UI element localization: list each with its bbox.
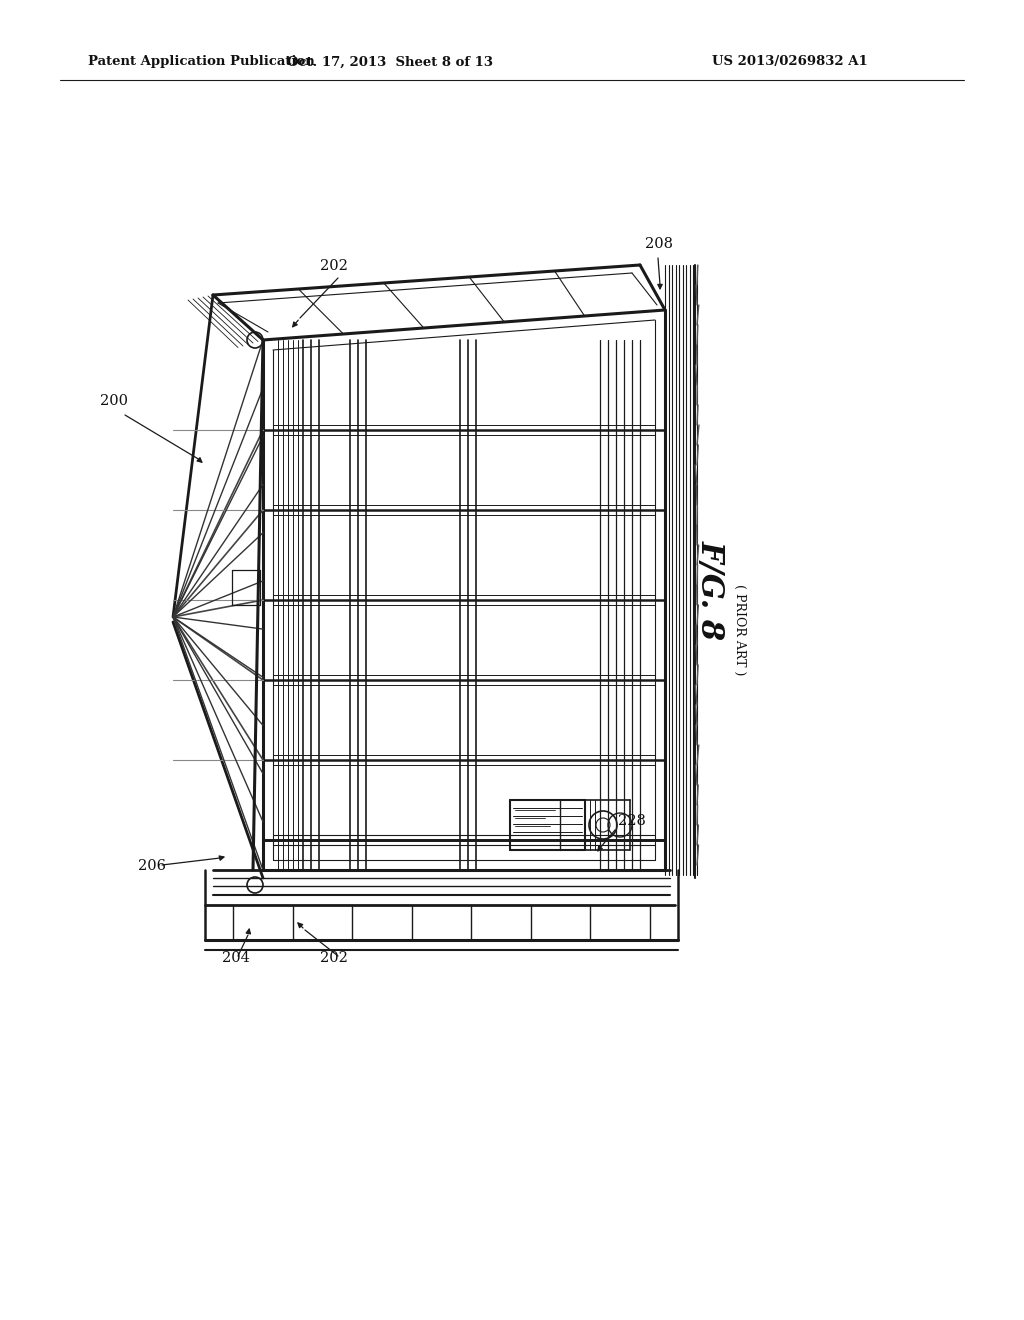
Text: 204: 204: [222, 950, 250, 965]
Text: Patent Application Publication: Patent Application Publication: [88, 55, 314, 69]
Text: 228: 228: [618, 814, 646, 828]
Text: 200: 200: [100, 393, 128, 408]
Text: 202: 202: [319, 950, 348, 965]
Text: 206: 206: [138, 859, 166, 873]
Text: Oct. 17, 2013  Sheet 8 of 13: Oct. 17, 2013 Sheet 8 of 13: [287, 55, 493, 69]
Text: ( PRIOR ART ): ( PRIOR ART ): [733, 585, 746, 676]
Text: US 2013/0269832 A1: US 2013/0269832 A1: [712, 55, 868, 69]
Text: 208: 208: [645, 238, 673, 251]
Text: 202: 202: [319, 259, 348, 273]
Text: F/G. 8: F/G. 8: [694, 540, 725, 640]
